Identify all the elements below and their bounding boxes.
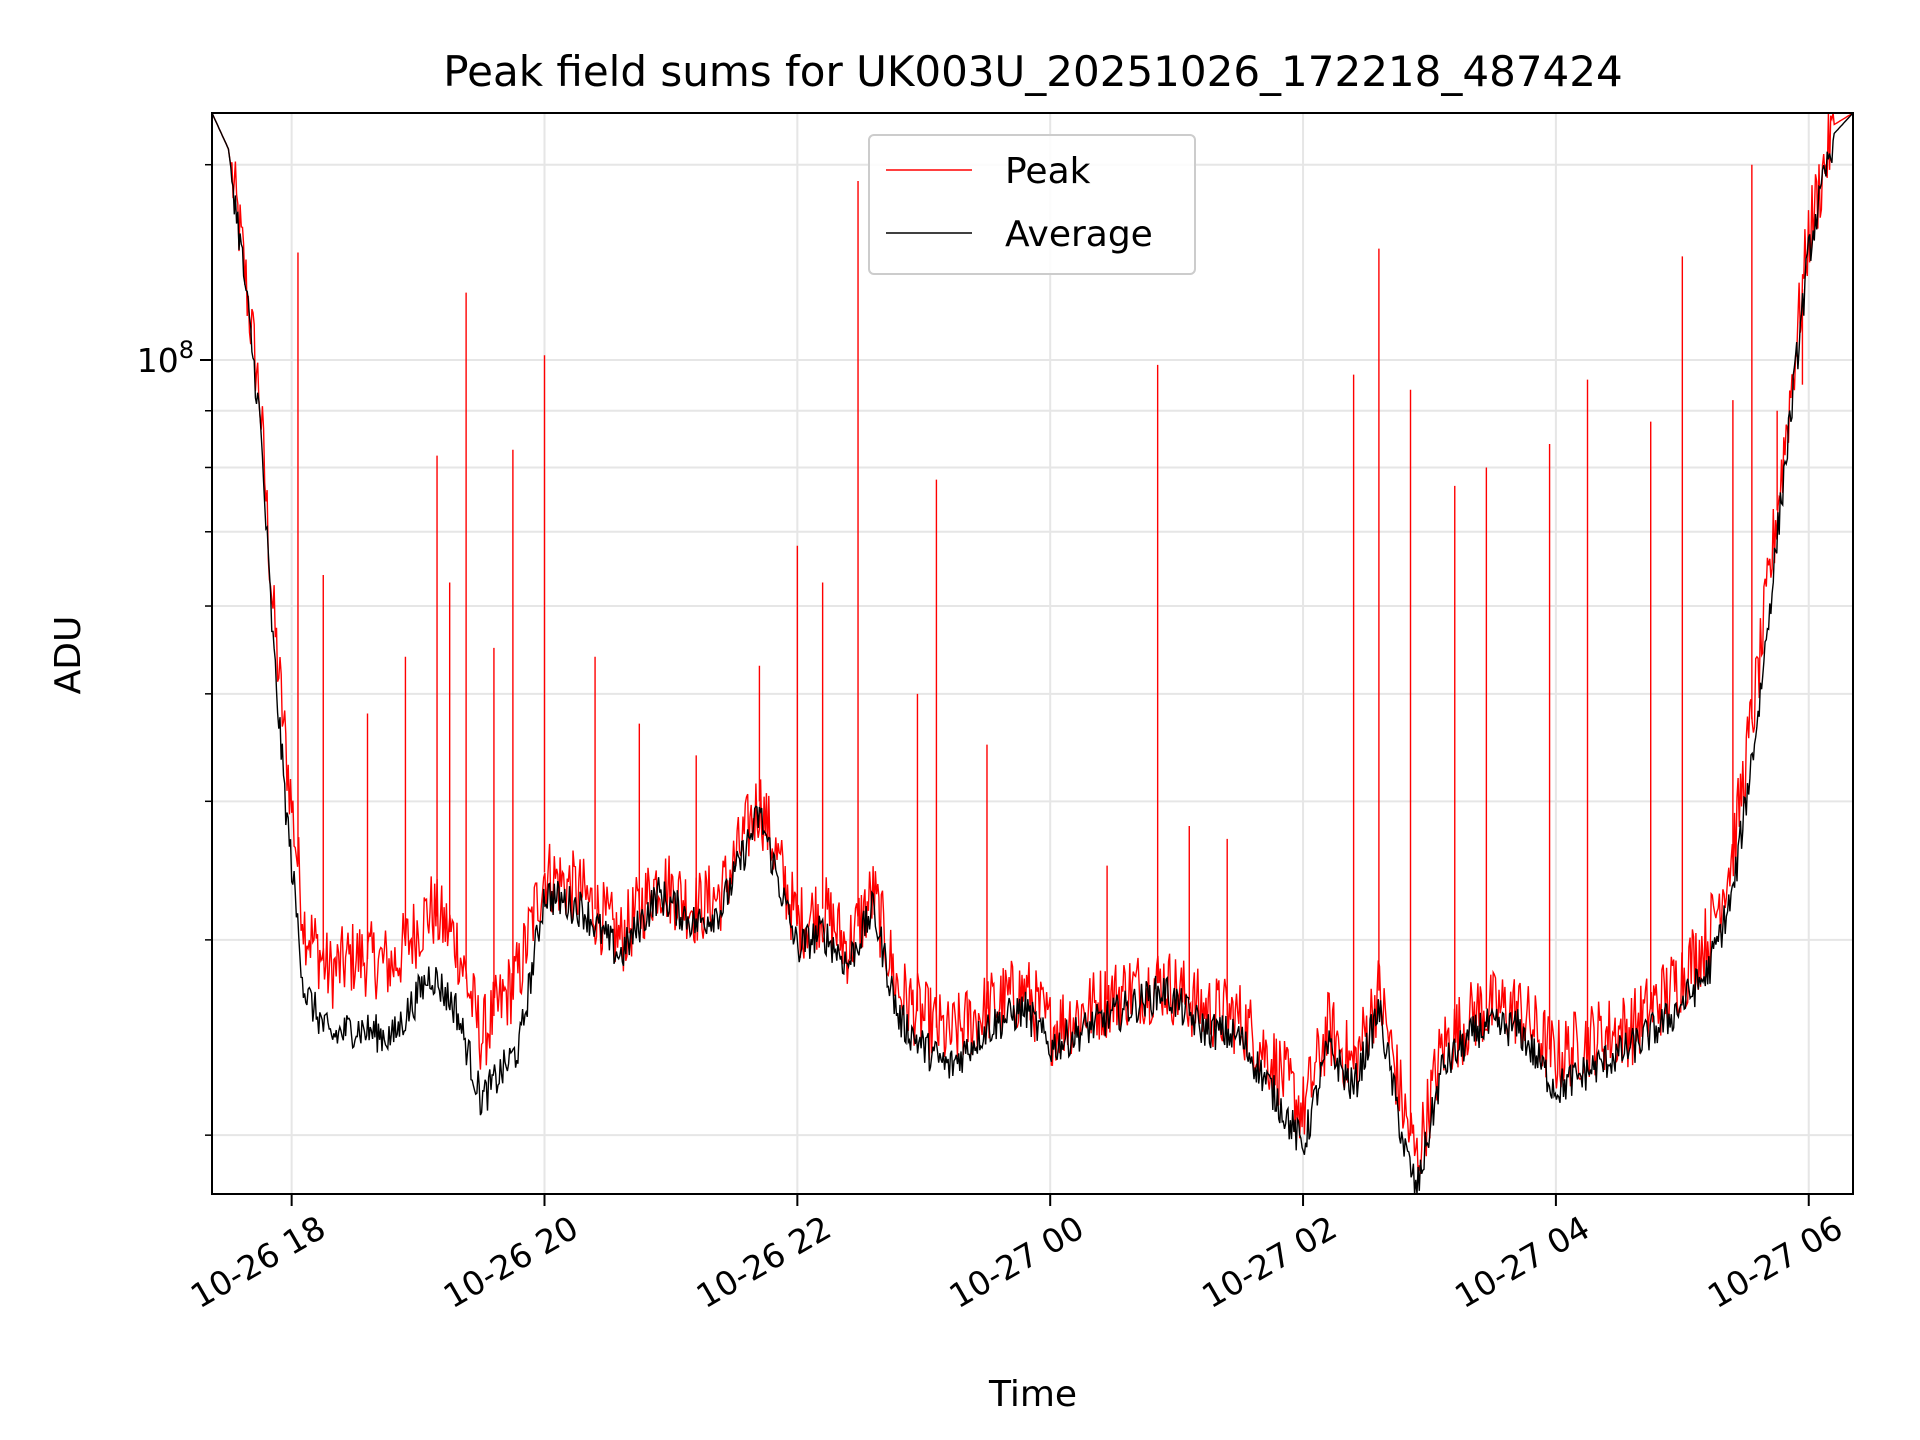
average-series-line (211, 112, 1854, 1195)
y-axis-label: ADU (48, 616, 89, 695)
y-tick-label: 108 (137, 336, 194, 380)
plot-frame (211, 112, 1854, 1195)
x-axis-label: Time (988, 1374, 1077, 1415)
y-axis: 108 (137, 163, 212, 1136)
legend-peak-label: Peak (1005, 151, 1091, 192)
legend-average-label: Average (1005, 214, 1153, 255)
legend: Peak Average (868, 134, 1196, 275)
chart-title: Peak field sums for UK003U_20251026_1722… (443, 47, 1622, 96)
plot-lines (211, 112, 1854, 1195)
grid (212, 113, 1853, 1194)
